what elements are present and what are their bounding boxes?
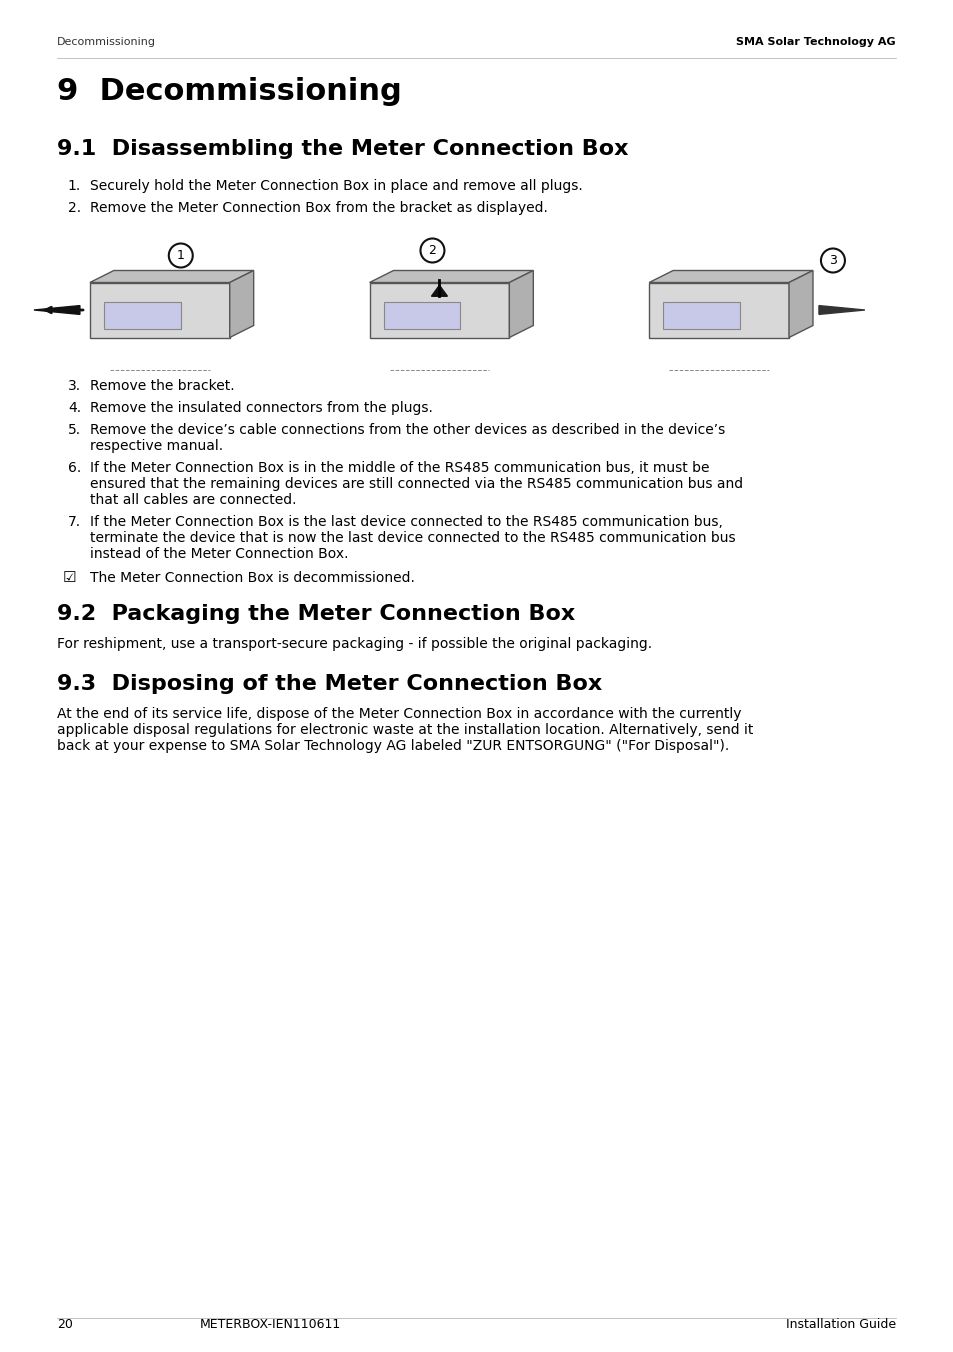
Text: For reshipment, use a transport-secure packaging - if possible the original pack: For reshipment, use a transport-secure p… xyxy=(57,637,651,652)
Text: Remove the bracket.: Remove the bracket. xyxy=(90,379,234,393)
Text: Remove the Meter Connection Box from the bracket as displayed.: Remove the Meter Connection Box from the… xyxy=(90,201,547,215)
Polygon shape xyxy=(369,270,533,283)
Text: Decommissioning: Decommissioning xyxy=(57,37,155,47)
Text: 20: 20 xyxy=(57,1318,72,1330)
Polygon shape xyxy=(230,270,253,338)
Text: 9  Decommissioning: 9 Decommissioning xyxy=(57,77,401,105)
Text: 3: 3 xyxy=(828,254,836,266)
Text: back at your expense to SMA Solar Technology AG labeled "ZUR ENTSORGUNG" ("For D: back at your expense to SMA Solar Techno… xyxy=(57,740,728,753)
Text: applicable disposal regulations for electronic waste at the installation locatio: applicable disposal regulations for elec… xyxy=(57,723,753,737)
Text: If the Meter Connection Box is in the middle of the RS485 communication bus, it : If the Meter Connection Box is in the mi… xyxy=(90,461,709,475)
Bar xyxy=(383,301,460,330)
Text: 2: 2 xyxy=(428,243,436,257)
Circle shape xyxy=(169,243,193,268)
Circle shape xyxy=(821,249,844,273)
Text: 9.1  Disassembling the Meter Connection Box: 9.1 Disassembling the Meter Connection B… xyxy=(57,139,628,160)
Text: terminate the device that is now the last device connected to the RS485 communic: terminate the device that is now the las… xyxy=(90,531,735,545)
Text: 4.: 4. xyxy=(68,402,81,415)
Text: 9.3  Disposing of the Meter Connection Box: 9.3 Disposing of the Meter Connection Bo… xyxy=(57,675,601,694)
Text: If the Meter Connection Box is the last device connected to the RS485 communicat: If the Meter Connection Box is the last … xyxy=(90,515,722,529)
Text: 5.: 5. xyxy=(68,423,81,437)
Bar xyxy=(90,283,230,338)
Text: 1.: 1. xyxy=(68,178,81,193)
Text: SMA Solar Technology AG: SMA Solar Technology AG xyxy=(736,37,895,47)
Polygon shape xyxy=(788,270,812,338)
Polygon shape xyxy=(34,306,80,315)
Polygon shape xyxy=(90,270,253,283)
Text: respective manual.: respective manual. xyxy=(90,439,223,453)
Text: METERBOX-IEN110611: METERBOX-IEN110611 xyxy=(199,1318,340,1330)
Text: Remove the insulated connectors from the plugs.: Remove the insulated connectors from the… xyxy=(90,402,433,415)
Text: that all cables are connected.: that all cables are connected. xyxy=(90,493,296,507)
Text: ensured that the remaining devices are still connected via the RS485 communicati: ensured that the remaining devices are s… xyxy=(90,477,742,491)
Bar xyxy=(648,283,788,338)
Text: 1: 1 xyxy=(176,249,185,262)
Text: ☑: ☑ xyxy=(63,571,76,585)
Polygon shape xyxy=(648,270,812,283)
Text: Securely hold the Meter Connection Box in place and remove all plugs.: Securely hold the Meter Connection Box i… xyxy=(90,178,582,193)
Bar xyxy=(369,283,509,338)
Polygon shape xyxy=(431,285,447,296)
Text: 3.: 3. xyxy=(68,379,81,393)
Text: instead of the Meter Connection Box.: instead of the Meter Connection Box. xyxy=(90,548,348,561)
Bar xyxy=(662,301,740,330)
Text: 7.: 7. xyxy=(68,515,81,529)
Text: 2.: 2. xyxy=(68,201,81,215)
Text: Installation Guide: Installation Guide xyxy=(785,1318,895,1330)
Text: 9.2  Packaging the Meter Connection Box: 9.2 Packaging the Meter Connection Box xyxy=(57,604,575,625)
Text: At the end of its service life, dispose of the Meter Connection Box in accordanc: At the end of its service life, dispose … xyxy=(57,707,740,721)
Text: Remove the device’s cable connections from the other devices as described in the: Remove the device’s cable connections fr… xyxy=(90,423,724,437)
Text: The Meter Connection Box is decommissioned.: The Meter Connection Box is decommission… xyxy=(90,571,415,585)
Polygon shape xyxy=(818,306,864,315)
Circle shape xyxy=(420,238,444,262)
Polygon shape xyxy=(509,270,533,338)
Bar xyxy=(104,301,180,330)
Text: 6.: 6. xyxy=(68,461,81,475)
